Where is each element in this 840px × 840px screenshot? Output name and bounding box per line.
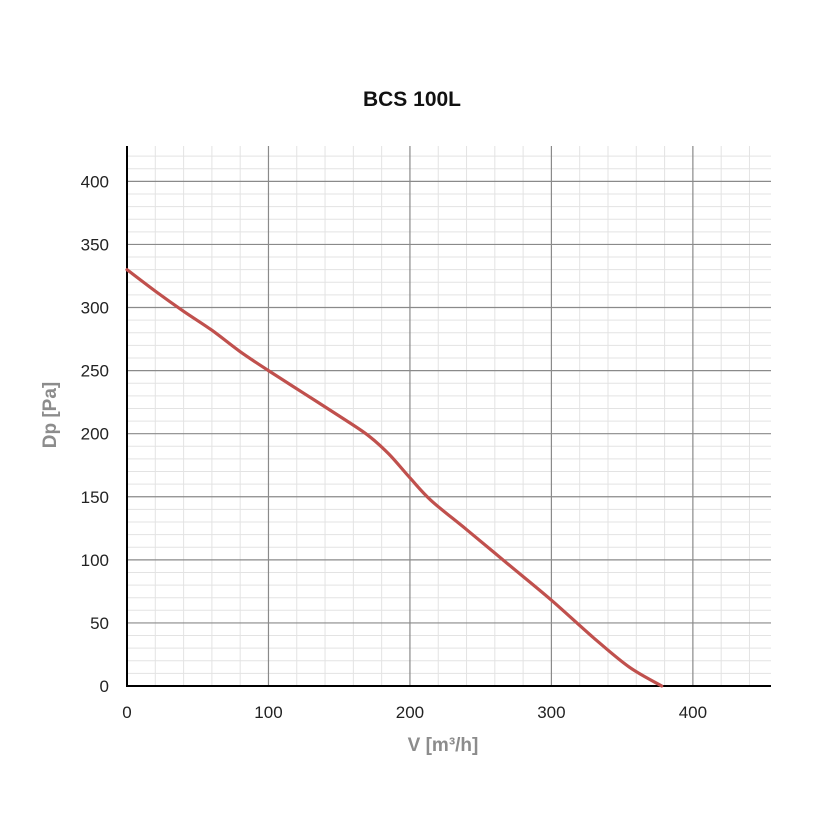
axes	[126, 146, 771, 687]
chart-title: BCS 100L	[363, 88, 461, 111]
x-tick-label: 400	[679, 703, 707, 722]
y-tick-labels: 0 50 100 150 200 250 300 350 400	[81, 172, 109, 696]
x-tick-label: 200	[396, 703, 424, 722]
y-tick-label: 50	[90, 614, 109, 633]
x-tick-labels: 0 100 200 300 400	[122, 703, 707, 722]
y-tick-label: 300	[81, 299, 109, 318]
x-tick-label: 0	[122, 703, 131, 722]
y-tick-label: 200	[81, 425, 109, 444]
y-tick-label: 0	[100, 677, 109, 696]
y-axis-title: Dp [Pa]	[40, 382, 61, 449]
major-grid	[127, 146, 771, 686]
series-line-0	[125, 268, 664, 688]
y-tick-label: 100	[81, 551, 109, 570]
y-tick-label: 250	[81, 362, 109, 381]
y-tick-label: 350	[81, 235, 109, 254]
x-axis-title: V [m³/h]	[408, 735, 479, 756]
series-layer	[125, 268, 664, 688]
y-tick-label: 150	[81, 488, 109, 507]
minor-grid	[127, 146, 771, 686]
x-tick-label: 300	[537, 703, 565, 722]
x-tick-label: 100	[254, 703, 282, 722]
y-tick-label: 400	[81, 172, 109, 191]
